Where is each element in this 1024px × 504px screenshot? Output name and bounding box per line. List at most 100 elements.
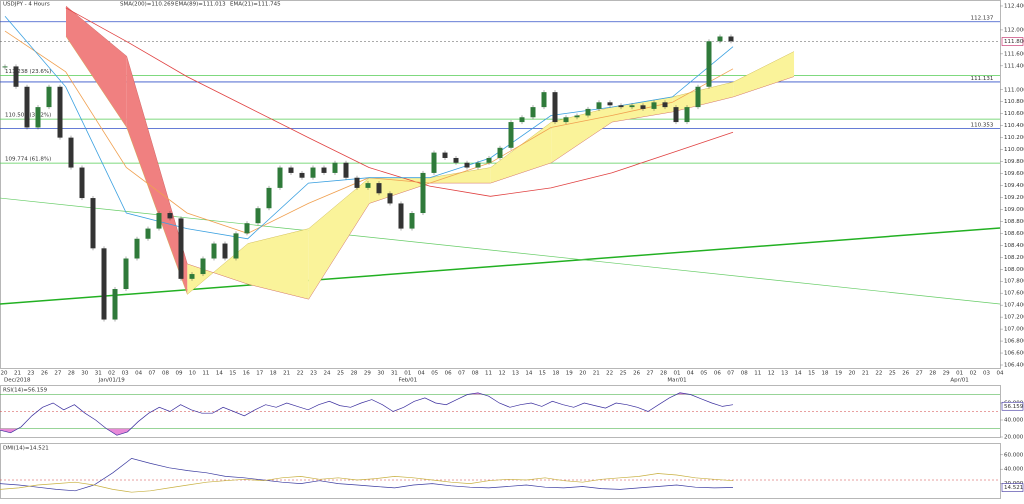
candle [178, 218, 184, 279]
x-tick-label: 23 [27, 371, 34, 377]
x-tick-label: 06 [445, 371, 452, 377]
cloud-segment [672, 81, 734, 112]
x-tick-label: 05 [431, 371, 438, 377]
current-badge [1001, 401, 1024, 411]
candle [68, 137, 74, 168]
y-tick-label: 108.000 [1004, 267, 1024, 273]
current-label: 56.159 [1004, 404, 1024, 410]
x-tick-label: 18 [552, 371, 559, 377]
cloud-segment [733, 51, 795, 97]
y-tick-label: 40.000 [1004, 467, 1024, 473]
y-tick-label: 40.000 [1004, 418, 1024, 424]
y-tick-label: 108.200 [1004, 255, 1024, 261]
x-tick-label: 25 [889, 371, 896, 377]
candle [475, 162, 481, 168]
x-tick-label: 06 [714, 371, 721, 377]
candle [167, 213, 173, 219]
x-tick-label: 27 [647, 371, 654, 377]
candle [486, 157, 492, 163]
x-tick-label: 07 [727, 371, 734, 377]
x-tick-label: 07 [458, 371, 465, 377]
candle [607, 102, 613, 106]
x-tick-label: 13 [512, 371, 519, 377]
moving-average [4, 15, 734, 240]
candle [233, 233, 239, 259]
x-tick-label: 30 [81, 371, 88, 377]
y-tick-label: 110.000 [1004, 147, 1024, 153]
current-badge [1001, 483, 1024, 492]
x-tick-label: 03 [122, 371, 129, 377]
x-tick-label: 13 [781, 371, 788, 377]
candle [189, 274, 195, 279]
candle [244, 223, 250, 234]
cloud-segment [369, 177, 431, 204]
x-tick-label: 11 [202, 371, 209, 377]
dmi-panel [0, 443, 1001, 499]
candle [585, 108, 591, 116]
x-tick-label: 27 [916, 371, 923, 377]
candle [145, 228, 151, 239]
x-tick-label: 18 [822, 371, 829, 377]
month-label: Apr/01 [950, 378, 968, 384]
level-label: 112.137 [971, 16, 994, 22]
x-tick-label: 03 [983, 371, 990, 377]
x-tick-label: 15 [539, 371, 546, 377]
candle [123, 258, 129, 290]
x-tick-label: 20 [579, 371, 586, 377]
y-tick-label: 107.200 [1004, 315, 1024, 321]
candle [717, 36, 723, 42]
y-tick-label: 110.800 [1004, 99, 1024, 105]
panel-title: DMI(14)=14.521 [3, 446, 49, 452]
candle [497, 147, 503, 158]
indicator-text: EMA(89)=111.013 [175, 2, 226, 8]
cloud-segment [126, 56, 188, 295]
candle [13, 66, 19, 87]
x-tick-label: 31 [391, 371, 398, 377]
candle [596, 102, 602, 109]
x-tick-label: 14 [525, 371, 532, 377]
month-label: Mar/01 [667, 378, 686, 384]
indicator-line [0, 458, 734, 492]
x-tick-label: 08 [162, 371, 169, 377]
y-tick-label: 108.600 [1004, 231, 1024, 237]
x-tick-label: 12 [499, 371, 506, 377]
candle [706, 41, 712, 87]
x-tick-label: 11 [485, 371, 492, 377]
x-tick-label: 24 [324, 371, 331, 377]
x-tick-label: 29 [364, 371, 371, 377]
month-label: Dec/2018 [4, 378, 31, 384]
x-tick-label: 22 [875, 371, 882, 377]
candle [200, 258, 206, 275]
current-label: 14.521 [1004, 485, 1023, 491]
x-tick-label: 28 [350, 371, 357, 377]
candle [442, 152, 448, 158]
candle [376, 183, 382, 194]
cloud-segment [612, 96, 673, 123]
x-tick-label: 28 [660, 371, 667, 377]
x-tick-label: 29 [943, 371, 950, 377]
x-tick-label: 01 [404, 371, 411, 377]
y-tick-label: 20.000 [1004, 435, 1024, 441]
candle [156, 213, 162, 229]
x-tick-label: 17 [256, 371, 263, 377]
candle [2, 66, 8, 68]
y-tick-label: 111.000 [1004, 87, 1024, 93]
candle [651, 102, 657, 109]
x-tick-label: 01 [673, 371, 680, 377]
candle [409, 213, 415, 229]
x-tick-label: 26 [633, 371, 640, 377]
x-tick-label: 11 [754, 371, 761, 377]
indicator-line [0, 473, 734, 493]
candle [222, 243, 228, 259]
y-tick-label: 108.400 [1004, 243, 1024, 249]
x-tick-label: 10 [189, 371, 196, 377]
x-tick-label: 22 [297, 371, 304, 377]
candle [431, 152, 437, 173]
x-tick-label: 21 [862, 371, 869, 377]
candle [310, 167, 316, 178]
x-tick-label: 04 [997, 371, 1004, 377]
candle [508, 122, 514, 148]
main-panel [0, 0, 1001, 369]
x-tick-label: 12 [768, 371, 775, 377]
